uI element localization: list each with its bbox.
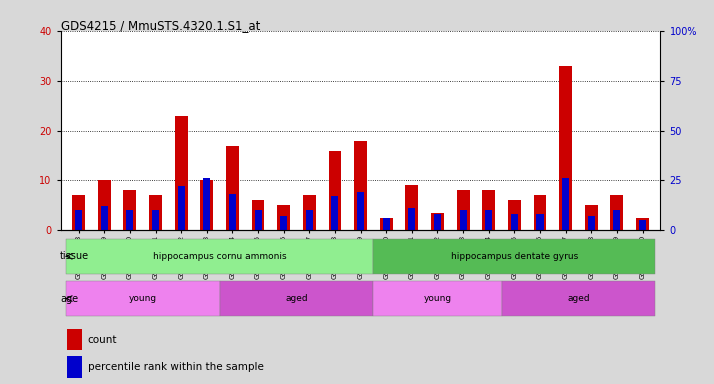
Bar (613, 210, 620, 230)
Bar (75, 210, 82, 230)
Bar (536, 214, 543, 230)
Bar (434, 214, 441, 230)
Bar (380, 218, 393, 230)
Text: aged: aged (285, 294, 308, 303)
Bar (508, 200, 521, 230)
Bar (203, 179, 211, 230)
Bar (101, 207, 108, 230)
Bar (457, 190, 470, 230)
Bar (328, 151, 341, 230)
Bar (152, 210, 159, 230)
Bar (501, 281, 655, 316)
Bar (220, 281, 373, 316)
Bar (124, 190, 136, 230)
Bar (277, 205, 290, 230)
Bar (254, 210, 261, 230)
Bar (149, 195, 162, 230)
Bar (431, 213, 444, 230)
Bar (610, 195, 623, 230)
Bar (383, 218, 390, 230)
Bar (460, 210, 467, 230)
Text: percentile rank within the sample: percentile rank within the sample (88, 362, 263, 372)
Bar (66, 356, 81, 378)
Text: tissue: tissue (60, 251, 89, 262)
Bar (585, 205, 598, 230)
Bar (178, 187, 185, 230)
Bar (306, 210, 313, 230)
Bar (331, 197, 338, 230)
Text: hippocampus dentate gyrus: hippocampus dentate gyrus (451, 252, 578, 261)
Bar (303, 195, 316, 230)
Bar (373, 281, 501, 316)
Bar (126, 210, 134, 230)
Text: young: young (423, 294, 451, 303)
Bar (559, 66, 572, 230)
Bar (66, 281, 220, 316)
Bar (175, 116, 188, 230)
Text: aged: aged (567, 294, 590, 303)
Bar (486, 210, 492, 230)
Bar (639, 220, 646, 230)
Bar (72, 195, 85, 230)
Bar (562, 179, 569, 230)
Text: hippocampus cornu ammonis: hippocampus cornu ammonis (153, 252, 286, 261)
Bar (66, 239, 373, 274)
Bar (588, 217, 595, 230)
Bar (226, 146, 238, 230)
Bar (636, 218, 649, 230)
Bar (533, 195, 546, 230)
Bar (201, 180, 213, 230)
Text: age: age (60, 293, 79, 304)
Bar (251, 200, 264, 230)
Bar (66, 329, 81, 350)
Bar (280, 217, 287, 230)
Bar (373, 239, 655, 274)
Bar (229, 194, 236, 230)
Text: count: count (88, 335, 117, 345)
Text: young: young (129, 294, 157, 303)
Bar (357, 192, 364, 230)
Bar (511, 214, 518, 230)
Bar (408, 209, 416, 230)
Bar (354, 141, 367, 230)
Bar (483, 190, 495, 230)
Bar (406, 185, 418, 230)
Bar (98, 180, 111, 230)
Text: GDS4215 / MmuSTS.4320.1.S1_at: GDS4215 / MmuSTS.4320.1.S1_at (61, 19, 260, 32)
